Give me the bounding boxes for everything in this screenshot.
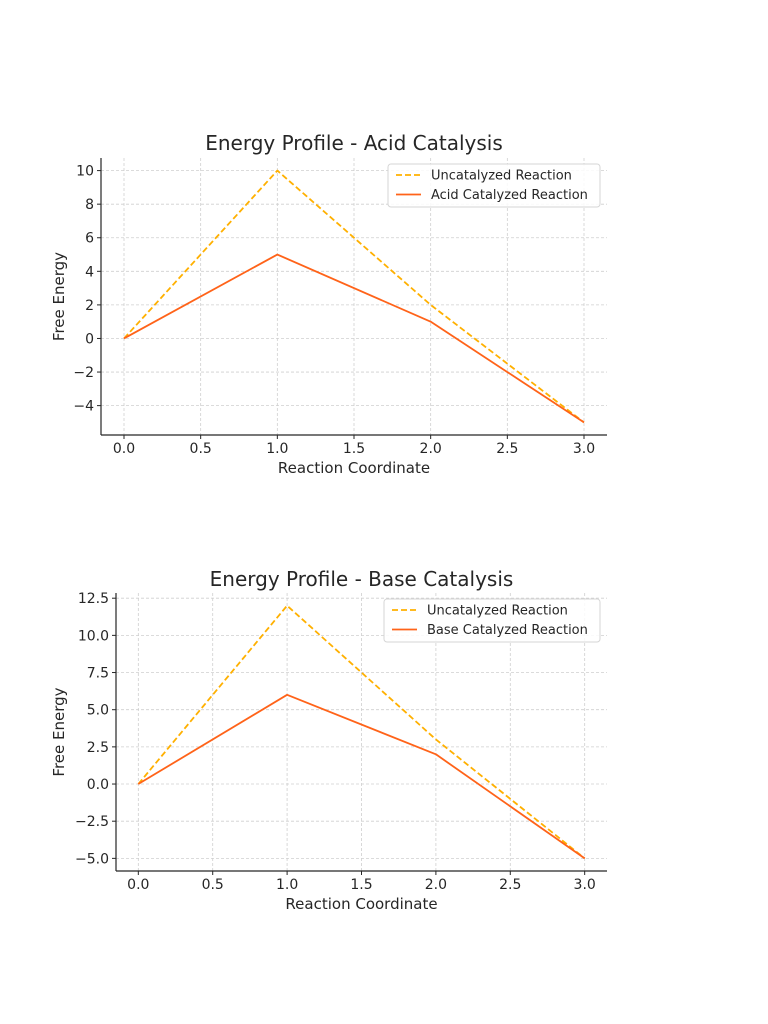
legend-label-1: Uncatalyzed Reaction (431, 169, 572, 184)
legend: Uncatalyzed Reaction Acid Catalyzed React… (387, 163, 601, 208)
series-line-2 (123, 253, 585, 424)
x-tick-label: 3.0 (573, 441, 595, 457)
x-tick-label: 0.5 (202, 877, 224, 893)
x-tick-label: 0.5 (190, 441, 212, 457)
y-tick-label: 0 (85, 331, 94, 347)
y-tick-label: 6 (85, 231, 94, 247)
x-tick-label: 1.0 (266, 441, 288, 457)
legend-frame (383, 598, 601, 643)
series-line-1 (123, 169, 585, 424)
x-tick-label: 1.5 (350, 877, 372, 893)
x-axis-label: Reaction Coordinate (285, 895, 437, 913)
legend-label-2: Base Catalyzed Reaction (427, 623, 588, 638)
x-tick-label: 3.0 (574, 877, 596, 893)
y-tick-label: 4 (85, 264, 94, 280)
legend: Uncatalyzed Reaction Base Catalyzed React… (383, 598, 601, 643)
series-line-2 (137, 693, 586, 860)
y-tick-label: 0.0 (87, 777, 109, 793)
series-line-1 (137, 604, 586, 860)
y-tick-label: 10 (76, 164, 94, 180)
y-tick-label: −2 (73, 365, 94, 381)
x-tick-label: 2.0 (425, 877, 447, 893)
y-tick-label: −2.5 (75, 814, 109, 830)
x-tick-label: 2.5 (499, 877, 521, 893)
legend-label-1: Uncatalyzed Reaction (427, 604, 568, 619)
chart-title: Energy Profile - Base Catalysis (210, 567, 514, 591)
y-tick-label: 7.5 (87, 666, 109, 682)
x-tick-label: 1.0 (276, 877, 298, 893)
chart-1: 0.0 0.5 1.0 1.5 2.0 2.5 3.0 −4 −2 0 2 4 6 8 10 Energy P… (50, 131, 607, 477)
x-tick-label: 2.5 (496, 441, 518, 457)
x-tick-label: 0.0 (113, 441, 135, 457)
y-axis-label: Free Energy (50, 687, 68, 776)
y-tick-label: 2.5 (87, 740, 109, 756)
chart-2: 0.0 0.5 1.0 1.5 2.0 2.5 3.0 −5.0 −2.5 0.0 2.5 5.0 7.… (50, 567, 607, 913)
y-tick-label: −4 (73, 399, 94, 415)
y-tick-label: −5.0 (75, 851, 109, 867)
y-tick-label: 12.5 (78, 591, 109, 607)
y-tick-label: 10.0 (78, 628, 109, 644)
chart-title: Energy Profile - Acid Catalysis (205, 131, 503, 155)
x-tick-label: 0.0 (127, 877, 149, 893)
y-tick-label: 2 (85, 298, 94, 314)
x-axis-label: Reaction Coordinate (278, 459, 430, 477)
legend-label-2: Acid Catalyzed Reaction (431, 188, 588, 203)
legend-frame (387, 163, 601, 208)
y-axis-label: Free Energy (50, 252, 68, 341)
x-tick-label: 1.5 (343, 441, 365, 457)
x-tick-label: 2.0 (420, 441, 442, 457)
y-tick-label: 8 (85, 197, 94, 213)
y-tick-label: 5.0 (87, 703, 109, 719)
